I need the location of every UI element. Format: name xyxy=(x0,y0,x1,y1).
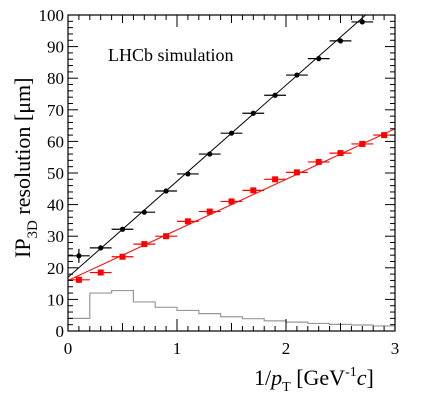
y-tick-label: 80 xyxy=(47,69,64,88)
data-point xyxy=(351,140,374,147)
data-point xyxy=(177,171,199,177)
point-marker-circle xyxy=(185,171,191,177)
y-tick-label: 100 xyxy=(39,6,65,25)
data-point xyxy=(89,245,112,251)
point-marker-square xyxy=(163,233,170,240)
fit-line-0 xyxy=(68,15,367,278)
data-point xyxy=(307,56,330,62)
data-point xyxy=(264,176,286,183)
data-point xyxy=(133,209,156,215)
data-point xyxy=(242,110,265,116)
point-marker-circle xyxy=(163,188,169,194)
point-marker-square xyxy=(141,241,148,248)
point-marker-square xyxy=(97,269,104,276)
data-point xyxy=(89,269,112,276)
data-point xyxy=(307,158,330,165)
x-tick-label: 2 xyxy=(282,339,291,358)
data-point xyxy=(220,130,243,136)
point-marker-circle xyxy=(207,151,213,157)
data-point xyxy=(329,38,352,44)
data-point xyxy=(286,72,308,78)
y-tick-label: 20 xyxy=(47,259,64,278)
fit-layer xyxy=(68,15,395,281)
data-point xyxy=(286,169,308,176)
histogram-step xyxy=(68,289,395,327)
point-marker-square xyxy=(272,176,279,183)
data-point xyxy=(242,187,265,194)
data-point xyxy=(198,151,221,157)
point-marker-circle xyxy=(141,209,147,215)
data-point xyxy=(264,92,286,98)
y-axis-title: IP3D resolution [μm] xyxy=(10,78,41,258)
point-marker-square xyxy=(250,187,257,194)
x-tick-label: 3 xyxy=(391,339,400,358)
y-tick-label: 10 xyxy=(47,290,64,309)
point-marker-circle xyxy=(98,245,104,251)
data-point xyxy=(351,19,374,25)
point-marker-circle xyxy=(316,56,322,62)
x-axis-title: 1/pT [GeV-1c] xyxy=(254,365,374,395)
point-marker-circle xyxy=(272,92,278,98)
data-point xyxy=(133,241,156,248)
point-marker-square xyxy=(228,198,235,205)
y-tick-label: 70 xyxy=(47,101,64,120)
data-point xyxy=(220,198,243,205)
data-point xyxy=(155,233,177,240)
x-tick-label: 0 xyxy=(64,339,73,358)
data-point xyxy=(198,208,221,215)
data-point xyxy=(68,276,90,283)
data-point xyxy=(68,248,90,263)
y-tick-label: 50 xyxy=(47,164,64,183)
point-marker-square xyxy=(359,140,366,147)
data-point xyxy=(329,150,352,157)
y-tick-label: 30 xyxy=(47,227,64,246)
point-marker-circle xyxy=(294,72,300,78)
histogram-layer xyxy=(68,289,395,327)
data-point xyxy=(155,188,177,194)
point-marker-square xyxy=(119,253,126,260)
y-tick-label: 40 xyxy=(47,196,64,215)
y-tick-label: 60 xyxy=(47,132,64,151)
point-marker-square xyxy=(293,169,300,176)
point-marker-circle xyxy=(119,226,126,232)
data-point xyxy=(111,253,134,260)
points-layer xyxy=(68,19,395,283)
annotation-text: LHCb simulation xyxy=(108,45,234,65)
point-marker-square xyxy=(75,276,82,283)
x-tick-label: 1 xyxy=(173,339,182,358)
y-tick-label: 0 xyxy=(56,322,65,341)
fit-line-1 xyxy=(68,128,395,281)
point-marker-square xyxy=(381,132,388,139)
point-marker-circle xyxy=(337,38,344,44)
point-marker-square xyxy=(315,158,322,165)
y-tick-label: 90 xyxy=(47,38,64,57)
point-marker-square xyxy=(184,218,191,225)
point-marker-circle xyxy=(76,253,82,259)
point-marker-circle xyxy=(359,19,365,25)
point-marker-circle xyxy=(228,130,235,136)
data-point xyxy=(177,218,199,225)
point-marker-square xyxy=(337,150,344,157)
data-point xyxy=(111,226,134,232)
labels-layer: LHCb simulation 1/pT [GeV-1c] IP3D resol… xyxy=(10,45,374,395)
axes-layer: 0 10 20 30 40 50 60 70 80 90 100 0 1 2 3 xyxy=(39,6,400,358)
point-marker-circle xyxy=(250,110,256,116)
point-marker-square xyxy=(206,208,213,215)
